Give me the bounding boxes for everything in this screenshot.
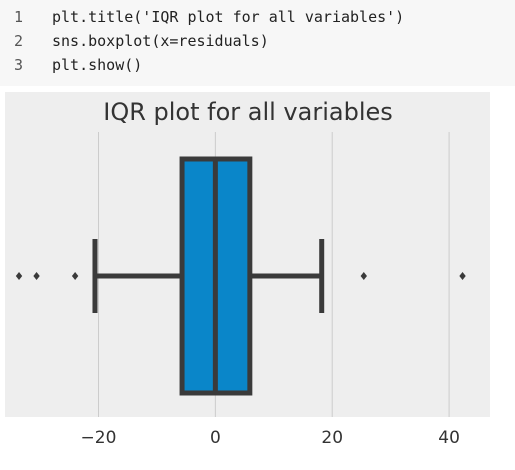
chart-title: IQR plot for all variables bbox=[103, 98, 393, 126]
code-text: plt.show() bbox=[52, 56, 143, 74]
code-text: sns.boxplot(x=residuals) bbox=[52, 32, 269, 50]
x-tick-label: 0 bbox=[210, 428, 221, 448]
line-number: 3 bbox=[14, 56, 24, 74]
outlier-point bbox=[33, 272, 40, 280]
outlier-point bbox=[71, 272, 79, 280]
boxplot-chart: IQR plot for all variables −20 0 20 40 bbox=[5, 92, 490, 448]
code-cell[interactable]: 1 plt.title('IQR plot for all variables'… bbox=[0, 0, 515, 86]
x-tick-label: −20 bbox=[81, 428, 117, 448]
outlier-point bbox=[15, 272, 23, 280]
x-tick-label: 40 bbox=[438, 428, 460, 448]
code-text: plt.title('IQR plot for all variables') bbox=[52, 8, 405, 26]
plot-output: IQR plot for all variables −20 0 20 40 bbox=[0, 92, 515, 470]
code-line-1: 1 plt.title('IQR plot for all variables'… bbox=[0, 5, 515, 29]
line-number: 2 bbox=[14, 32, 24, 50]
line-number: 1 bbox=[14, 8, 24, 26]
outlier-point bbox=[459, 272, 466, 280]
x-tick-label: 20 bbox=[321, 428, 343, 448]
code-line-3: 3 plt.show() bbox=[0, 53, 515, 77]
code-line-2: 2 sns.boxplot(x=residuals) bbox=[0, 29, 515, 53]
outlier-point bbox=[360, 272, 367, 280]
